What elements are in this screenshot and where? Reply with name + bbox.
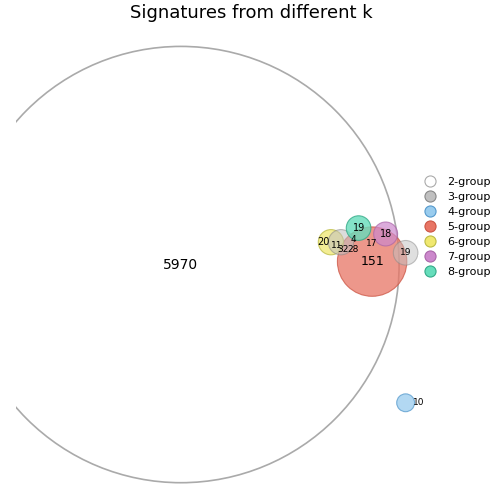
Text: 19: 19 [400,248,411,257]
Circle shape [393,240,418,265]
Title: Signatures from different k: Signatures from different k [130,4,373,22]
Circle shape [397,394,415,412]
Circle shape [346,216,371,240]
Circle shape [319,230,344,255]
Text: 151: 151 [360,255,384,268]
Text: 17: 17 [366,239,378,248]
Text: 11: 11 [331,241,342,250]
Text: 10: 10 [413,398,424,407]
Circle shape [328,230,354,255]
Text: 28: 28 [347,245,358,255]
Text: 4: 4 [350,235,356,244]
Text: 5970: 5970 [163,258,199,272]
Legend: 2-group, 3-group, 4-group, 5-group, 6-group, 7-group, 8-group: 2-group, 3-group, 4-group, 5-group, 6-gr… [419,177,491,277]
Circle shape [337,227,407,296]
Text: 19: 19 [352,223,365,233]
Circle shape [0,46,399,483]
Text: 32: 32 [338,245,349,255]
Text: 20: 20 [318,237,330,247]
Text: 18: 18 [380,229,392,239]
Circle shape [373,222,398,246]
